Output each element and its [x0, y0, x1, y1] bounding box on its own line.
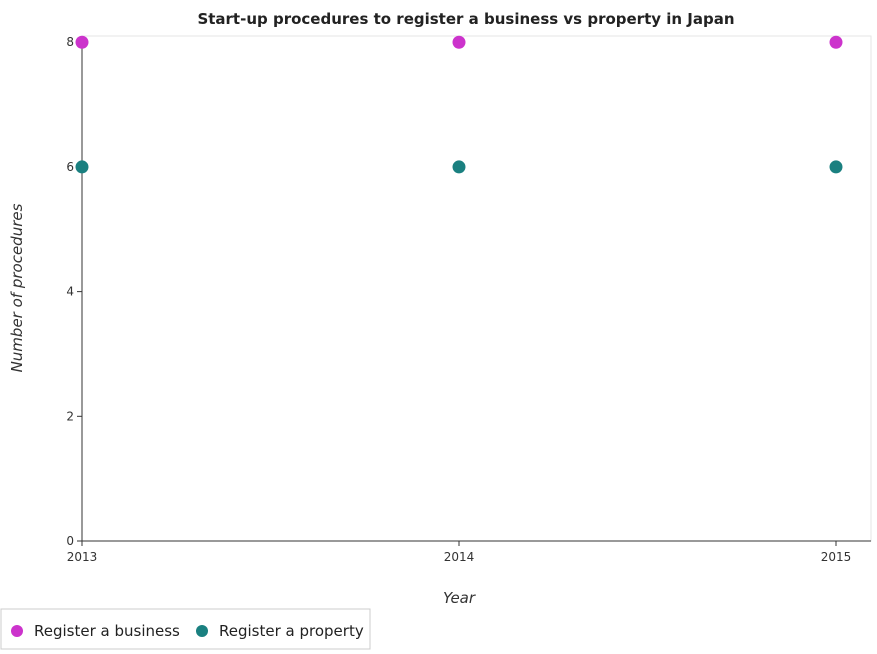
chart-title: Start-up procedures to register a busine… [197, 10, 734, 28]
y-tick-label: 0 [66, 534, 74, 548]
x-tick-label: 2014 [444, 550, 475, 564]
y-axis-label: Number of procedures [8, 203, 26, 372]
data-points [75, 35, 843, 174]
point-business-2014 [452, 35, 466, 49]
x-tick-label: 2015 [821, 550, 852, 564]
point-property-2013 [75, 160, 89, 174]
x-axis-ticks: 2013 2014 2015 [67, 541, 852, 564]
legend-marker-business [11, 625, 23, 637]
point-property-2015 [829, 160, 843, 174]
legend-marker-property [196, 625, 208, 637]
point-property-2014 [452, 160, 466, 174]
y-tick-label: 2 [66, 409, 74, 423]
point-business-2013 [75, 35, 89, 49]
legend-label-business: Register a business [34, 622, 180, 640]
y-tick-label: 4 [66, 285, 74, 299]
plot-area [81, 35, 872, 542]
legend-label-property: Register a property [219, 622, 364, 640]
x-axis-label: Year [443, 589, 476, 607]
y-tick-label: 6 [66, 160, 74, 174]
y-tick-label: 8 [66, 35, 74, 49]
point-business-2015 [829, 35, 843, 49]
x-tick-label: 2013 [67, 550, 98, 564]
legend: Register a business Register a property [0, 608, 371, 650]
legend-box [0, 608, 371, 650]
y-axis-ticks: 0 2 4 6 8 [66, 35, 82, 548]
